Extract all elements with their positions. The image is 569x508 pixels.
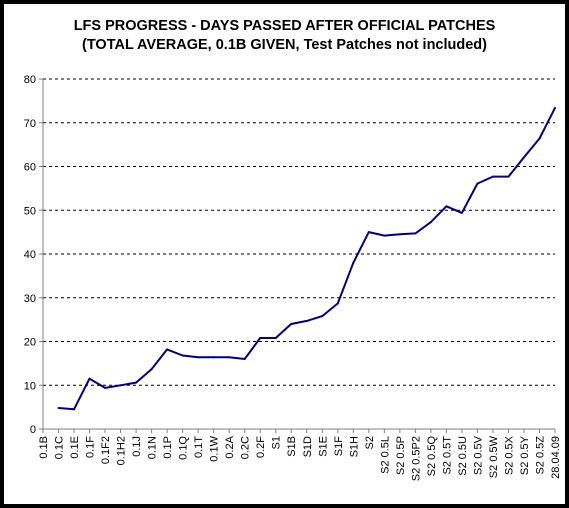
x-tick-label-1: 0.1C <box>54 436 66 459</box>
x-tick-label-0: 0.1B <box>38 436 50 459</box>
data-point-16 <box>290 323 293 325</box>
x-tick-label-32: S2 0.5Z <box>534 436 546 475</box>
x-tick-label-15: S1 <box>271 436 283 449</box>
y-tick-label-80: 80 <box>24 74 36 86</box>
x-tick-label-14: 0.2F <box>255 436 267 458</box>
data-point-21 <box>367 231 370 234</box>
x-tick-label-12: 0.2A <box>224 435 236 458</box>
data-point-27 <box>460 211 463 214</box>
data-point-11 <box>212 356 215 359</box>
data-point-28 <box>476 182 479 185</box>
x-tick-label-7: 0.1N <box>147 436 159 459</box>
x-tick-label-3: 0.1F <box>85 436 97 458</box>
data-point-26 <box>445 205 448 208</box>
data-point-8 <box>166 348 169 351</box>
x-tick-label-9: 0.1Q <box>178 436 190 460</box>
data-point-3 <box>88 377 91 380</box>
y-tick-label-30: 30 <box>24 293 36 305</box>
chart-frame: LFS PROGRESS - DAYS PASSED AFTER OFFICIA… <box>4 4 565 504</box>
x-tick-label-19: S1F <box>333 436 345 456</box>
y-tick-label-0: 0 <box>30 424 36 436</box>
data-point-22 <box>383 234 386 237</box>
data-point-14 <box>259 337 262 339</box>
x-tick-label-10: 0.1T <box>193 436 205 458</box>
series-line-0 <box>58 107 556 411</box>
data-point-18 <box>321 315 324 318</box>
data-point-23 <box>398 233 401 236</box>
x-tick-label-8: 0.1P <box>162 436 174 459</box>
x-tick-label-17: S1D <box>302 436 314 457</box>
x-tick-label-4: 0.1F2 <box>100 436 112 464</box>
x-tick-label-29: S2 0.5W <box>488 435 500 478</box>
data-point-6 <box>135 381 138 384</box>
data-point-31 <box>522 156 525 159</box>
line-chart: 0 10 20 30 40 50 60 70 80 0.1B 0.1C 0.1E 0.1F 0.1F2 0.… <box>24 74 562 481</box>
y-tick-label-60: 60 <box>24 162 36 174</box>
x-tick-label-25: S2 0.5Q <box>426 436 438 477</box>
x-tick-label-2: 0.1E <box>69 436 81 459</box>
x-tick-label-6: 0.1J <box>131 436 143 457</box>
x-tick-label-26: S2 0.5T <box>441 436 453 475</box>
y-tick-label-10: 10 <box>24 380 36 392</box>
data-point-29 <box>491 175 494 178</box>
x-tick-label-22: S2 0.5L <box>379 436 391 474</box>
data-point-4 <box>104 386 107 389</box>
data-point-10 <box>197 356 200 359</box>
x-tick-label-28: S2 0.5V <box>472 435 484 475</box>
data-point-25 <box>429 221 432 224</box>
x-tick-label-31: S2 0.5Y <box>519 435 531 475</box>
x-tick-label-16: S1B <box>286 436 298 457</box>
chart-subtitle: (TOTAL AVERAGE, 0.1B GIVEN, Test Patches… <box>82 37 487 53</box>
y-tick-label-40: 40 <box>24 249 36 261</box>
data-point-13 <box>243 358 246 360</box>
x-tick-label-33: 28.04.09 <box>550 436 562 479</box>
data-point-12 <box>228 356 231 359</box>
data-point-24 <box>414 232 417 235</box>
data-point-33 <box>554 106 556 109</box>
data-point-2 <box>73 408 76 411</box>
data-point-9 <box>181 354 184 357</box>
data-point-17 <box>305 319 308 322</box>
x-tick-label-23: S2 0.5P <box>395 436 407 475</box>
y-tick-label-20: 20 <box>24 337 36 349</box>
data-point-19 <box>336 302 339 305</box>
chart-title-line-1: LFS PROGRESS - DAYS PASSED AFTER OFFICIA… <box>73 18 496 34</box>
chart-title: LFS PROGRESS - DAYS PASSED AFTER OFFICIA… <box>4 17 565 55</box>
data-point-1 <box>57 407 60 409</box>
x-tick-label-13: 0.2C <box>240 436 252 459</box>
data-point-32 <box>538 137 541 140</box>
data-point-15 <box>274 337 277 339</box>
x-tick-label-24: S2 0.5P2 <box>410 436 422 481</box>
data-point-7 <box>150 368 153 371</box>
x-tick-label-27: S2 0.5U <box>457 436 469 476</box>
x-tick-label-11: 0.1W <box>209 435 221 461</box>
x-tick-label-18: S1E <box>317 436 329 457</box>
x-tick-label-5: 0.1H2 <box>116 436 128 465</box>
data-point-20 <box>352 261 355 264</box>
x-tick-label-30: S2 0.5X <box>503 435 515 475</box>
data-point-5 <box>119 384 122 387</box>
y-tick-label-50: 50 <box>24 205 36 217</box>
x-tick-label-20: S1H <box>348 436 360 457</box>
data-point-30 <box>507 175 510 178</box>
x-tick-label-21: S2 <box>364 436 376 449</box>
y-tick-label-70: 70 <box>24 118 36 130</box>
